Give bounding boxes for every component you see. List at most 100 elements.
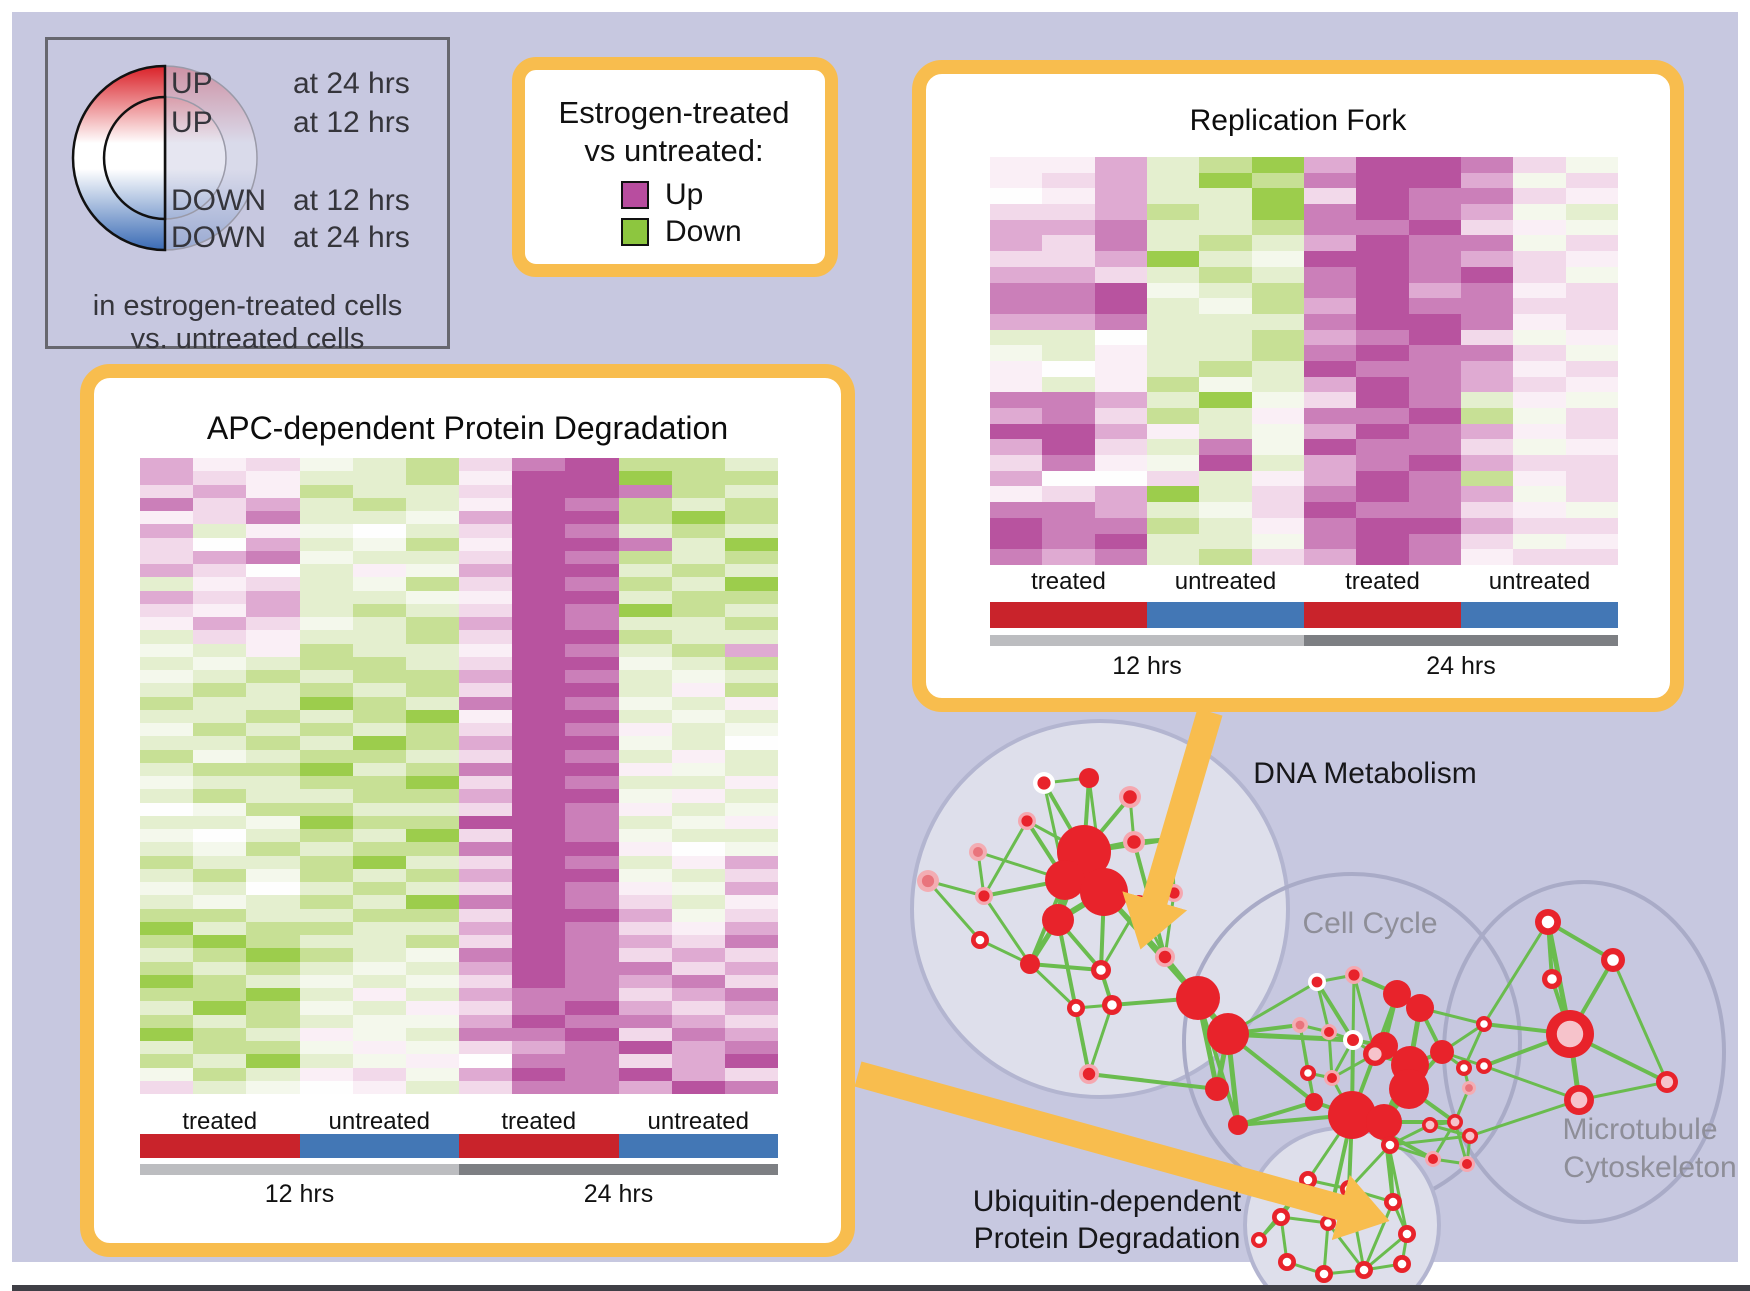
heatmap-cell: [1199, 251, 1252, 267]
heatmap-cell: [1460, 502, 1514, 518]
heatmap-cell: [1408, 172, 1461, 189]
heatmap-cell: [671, 590, 725, 604]
network-node: [1425, 1151, 1441, 1167]
heatmap-cell: [1356, 157, 1409, 173]
heatmap-cell: [1513, 470, 1566, 487]
network-edge: [1353, 973, 1398, 996]
heatmap-cell: [1146, 298, 1200, 314]
heatmap-cell: [193, 908, 247, 922]
heatmap-cell: [1199, 266, 1252, 283]
heatmap-cell: [724, 762, 779, 776]
network-edge: [1407, 1050, 1444, 1091]
heatmap-cell: [1356, 392, 1409, 408]
heatmap-row: [140, 683, 779, 697]
heatmap-cell: [299, 630, 353, 644]
heatmap-cell: [1565, 549, 1618, 565]
heatmap-cell: [512, 868, 566, 882]
heatmap-row: [140, 802, 779, 816]
heatmap-cell: [140, 471, 194, 485]
heatmap-cell: [565, 511, 619, 525]
heatmap-cell: [459, 948, 513, 962]
heatmap-cell: [1356, 517, 1409, 534]
network-edge: [1133, 837, 1173, 844]
heatmap-cell: [618, 617, 672, 631]
heatmap-cell: [1303, 329, 1357, 346]
hours-label: 24 hrs: [1426, 652, 1496, 680]
heatmap-cell: [1199, 470, 1252, 487]
heatmap-cell: [246, 961, 300, 975]
heatmap-cell: [405, 961, 460, 975]
network-edge: [1351, 974, 1356, 1041]
heatmap-cell: [1146, 392, 1200, 408]
heatmap-cell: [459, 537, 513, 551]
heatmap-cell: [671, 895, 725, 909]
heatmap-cell: [671, 948, 725, 962]
network-edge: [1075, 1003, 1113, 1010]
heatmap-cell: [352, 1014, 406, 1028]
heatmap-cell: [1513, 219, 1566, 236]
network-node: [1363, 1042, 1387, 1066]
heatmap-cell: [352, 1080, 406, 1094]
heatmap-cell: [618, 511, 672, 525]
heatmap-row: [990, 408, 1618, 424]
heatmap-cell: [618, 683, 672, 697]
network-edge: [1400, 1233, 1409, 1265]
heatmap-cell: [671, 723, 725, 737]
heatmap-cell: [193, 1054, 247, 1068]
heatmap-cell: [193, 988, 247, 1002]
heatmap-cell: [405, 921, 460, 935]
network-node-core: [1168, 887, 1180, 899]
heatmap-cell: [671, 656, 725, 670]
heatmap-cell: [1408, 360, 1461, 377]
heatmap-cell: [352, 948, 406, 962]
network-edge: [982, 820, 1029, 897]
heatmap-cell: [1513, 204, 1566, 220]
network-node: [1459, 1156, 1475, 1172]
heatmap-cell: [193, 921, 247, 935]
estrogen-updown-legend-box: Estrogen-treated vs untreated: Up Down: [512, 57, 838, 277]
heatmap-cell: [724, 842, 779, 856]
network-node-core: [1348, 969, 1360, 981]
heatmap-cell: [618, 842, 672, 856]
heatmap-cell: [671, 1027, 725, 1041]
network-edge: [1298, 1024, 1310, 1074]
heatmap-cell: [1513, 360, 1566, 377]
network-node: [1042, 904, 1074, 936]
network-edge: [1462, 1067, 1471, 1089]
heatmap-cell: [246, 1080, 300, 1094]
network-edge: [1374, 1052, 1411, 1067]
network-node-core: [1460, 1064, 1468, 1072]
network-node: [1320, 1215, 1336, 1231]
heatmap-row: [140, 935, 779, 949]
network-node-core: [1021, 815, 1033, 827]
heatmap-row: [140, 1041, 779, 1055]
heatmap-cell: [671, 617, 725, 631]
heatmap-cell: [246, 537, 300, 551]
heatmap-cell: [1251, 439, 1304, 456]
heatmap-cell: [618, 656, 672, 670]
heatmap-row: [990, 282, 1618, 299]
legend-item-label: Up: [665, 177, 704, 211]
heatmap-cell: [1303, 204, 1357, 220]
heatmap-cell: [352, 683, 406, 697]
heatmap-cell: [459, 550, 513, 564]
time-label: at 24 hrs: [293, 67, 410, 100]
network-node: [1462, 1128, 1478, 1144]
network-edge: [1027, 918, 1061, 966]
heatmap-row: [140, 868, 779, 882]
heatmap-cell: [671, 921, 725, 935]
heatmap-cell: [724, 564, 779, 578]
heatmap-cell: [618, 564, 672, 578]
heatmap-cell: [671, 524, 725, 538]
heatmap-cell: [140, 974, 194, 988]
network-node: [1278, 1253, 1296, 1271]
network-node: [1045, 860, 1085, 900]
heatmap-cell: [246, 815, 300, 829]
heatmap-cell: [990, 266, 1043, 283]
network-edge: [1382, 1043, 1412, 1068]
heatmap-row: [140, 458, 779, 472]
network-edge: [1029, 962, 1102, 972]
heatmap-cell: [193, 617, 247, 631]
heatmap-cell: [1042, 423, 1095, 440]
heatmap-cell: [565, 471, 619, 485]
